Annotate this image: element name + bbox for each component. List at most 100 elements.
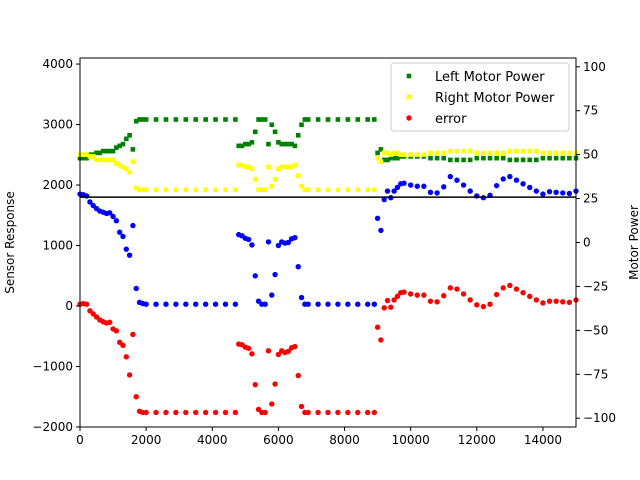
left-motor-power-point (520, 157, 526, 163)
error-point (374, 324, 381, 330)
x-tick-label: 8000 (329, 433, 360, 447)
left-motor-power-point (434, 155, 440, 161)
error-point (414, 292, 420, 298)
left-motor-power-point (481, 155, 486, 161)
error-point (335, 409, 341, 416)
sensor-response-point (153, 301, 159, 307)
sensor-response-point (533, 188, 540, 194)
error-point (467, 297, 473, 303)
left-motor-power-point (236, 143, 242, 149)
right-motor-power-point (269, 183, 275, 189)
x-tick-label: 12000 (458, 433, 496, 447)
right-motor-power-point (213, 187, 218, 193)
right-motor-power-point (371, 187, 377, 193)
error-point (566, 299, 573, 306)
sensor-response-point (414, 183, 420, 189)
sensor-response-point (513, 177, 520, 183)
left-motor-power-point (295, 133, 301, 138)
right-motor-power-point (553, 150, 559, 156)
sensor-response-point (126, 252, 133, 258)
legend-box (390, 62, 570, 132)
right-motor-power-point (408, 152, 413, 157)
sensor-response-point (407, 182, 414, 188)
error-point (193, 409, 199, 416)
right-motor-power-point (388, 152, 394, 157)
error-point (272, 381, 278, 387)
right-motor-power-point (90, 154, 96, 159)
x-tick-label: 10000 (392, 433, 430, 447)
left-motor-power-point (395, 155, 400, 161)
error-point (292, 343, 298, 350)
left-motor-power-point (163, 117, 169, 122)
sensor-response-point (520, 181, 526, 187)
error-point (384, 297, 391, 304)
sensor-response-point (381, 196, 387, 203)
left-motor-power-point (500, 155, 506, 161)
right-motor-power-point (256, 187, 261, 193)
sensor-response-point (212, 301, 219, 307)
sensor-response-point (292, 234, 298, 241)
sensor-response-point (249, 242, 255, 248)
legend: Left Motor Power Right Motor Power error (390, 62, 570, 132)
left-y-tick-label: 2000 (42, 178, 73, 192)
right-motor-power-point (114, 161, 119, 166)
sensor-response-point (130, 222, 136, 229)
error-point (540, 300, 546, 306)
error-point (325, 409, 331, 416)
right-motor-power-point (520, 148, 526, 154)
left-motor-power-point (467, 157, 473, 163)
error-point (262, 409, 268, 416)
sensor-response-point (401, 180, 407, 186)
sensor-response-point (335, 301, 341, 307)
right-motor-power-point (299, 183, 304, 189)
left-motor-power-point (474, 155, 480, 161)
right-motor-power-point (259, 187, 265, 193)
sensor-response-point (345, 301, 351, 307)
left-motor-power-point (514, 157, 519, 163)
left-motor-power-point (223, 117, 228, 122)
right-motor-power-point (375, 155, 380, 161)
error-point (232, 409, 239, 416)
sensor-response-point (421, 183, 427, 189)
error-point (560, 299, 566, 305)
sensor-response-point (371, 301, 377, 307)
error-point (407, 291, 414, 297)
right-motor-power-point (233, 187, 238, 193)
error-point (520, 290, 526, 296)
left-motor-power-point (120, 141, 126, 147)
left-motor-power-point (487, 155, 493, 161)
left-motor-power-point (279, 141, 285, 147)
error-point (113, 328, 120, 334)
right-motor-power-point (117, 162, 122, 168)
left-motor-power-point (365, 117, 370, 122)
left-motor-power-point (110, 148, 116, 154)
x-tick-label: 4000 (197, 433, 228, 447)
sensor-response-point (553, 189, 559, 195)
right-motor-power-point (193, 187, 199, 193)
left-motor-power-point (540, 155, 546, 161)
right-y-tick-label: 100 (583, 60, 606, 74)
left-motor-power-point (286, 141, 291, 147)
error-point (130, 331, 136, 338)
right-motor-power-point (421, 152, 427, 157)
left-y-tick-label: 4000 (42, 57, 73, 71)
left-motor-power-point (213, 117, 218, 122)
right-motor-power-point (381, 150, 387, 156)
left-motor-power-point (289, 141, 294, 147)
right-motor-power-point (289, 164, 294, 170)
left-motor-power-point (375, 150, 380, 156)
sensor-response-point (265, 239, 272, 245)
right-motor-power-point (123, 166, 129, 171)
right-motor-power-point (507, 148, 513, 154)
sensor-response-point (540, 191, 546, 197)
sensor-response-point (285, 239, 292, 246)
right-motor-power-point (391, 150, 397, 156)
error-point (245, 345, 252, 352)
right-motor-power-point (183, 187, 189, 193)
right-motor-power-point (401, 152, 407, 157)
error-point (480, 303, 487, 310)
right-motor-power-point (81, 152, 86, 157)
right-motor-power-point (133, 185, 139, 191)
left-motor-power-point (84, 155, 89, 161)
legend-label-right-motor-power: Right Motor Power (435, 91, 555, 106)
